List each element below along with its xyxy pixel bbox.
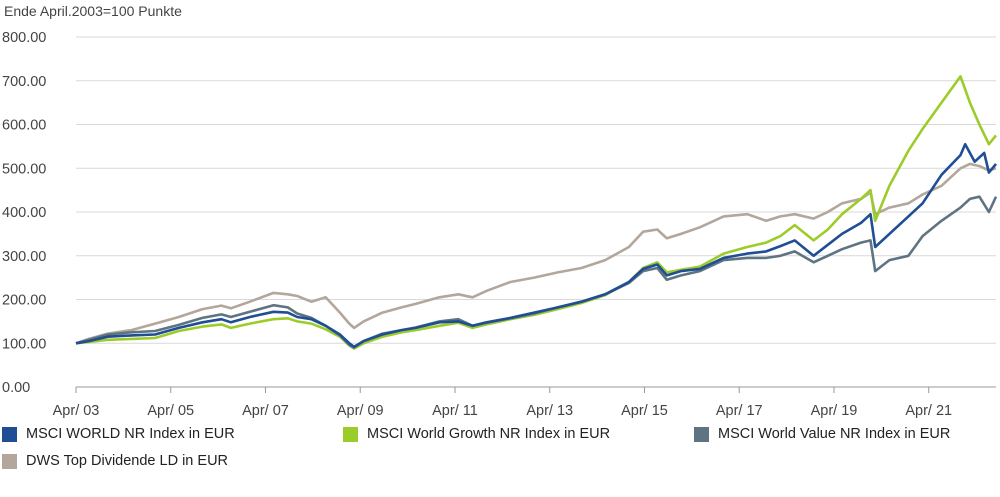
x-tick-label: Apr/ 15 <box>621 403 668 419</box>
y-axis-tick-labels: 0.00 100.00 200.00 300.00 400.00 500.00 600.00… <box>2 30 46 396</box>
y-tick-label: 600.00 <box>2 118 46 134</box>
legend-label-msci-world-growth: MSCI World Growth NR Index in EUR <box>367 426 611 442</box>
x-tick-label: Apr/ 17 <box>716 403 763 419</box>
legend-label-msci-world: MSCI WORLD NR Index in EUR <box>26 426 235 442</box>
x-tick-label: Apr/ 19 <box>811 403 858 419</box>
y-tick-label: 500.00 <box>2 161 46 177</box>
x-tick-label: Apr/ 21 <box>905 403 952 419</box>
y-tick-label: 300.00 <box>2 249 46 265</box>
y-tick-label: 100.00 <box>2 336 46 352</box>
x-tick-label: Apr/ 13 <box>526 403 573 419</box>
series-lines <box>75 75 998 350</box>
y-tick-label: 400.00 <box>2 205 46 221</box>
legend-swatch-msci-world-value <box>694 426 709 442</box>
grid-lines <box>76 36 996 344</box>
legend-swatch-msci-world-growth <box>343 426 358 442</box>
legend-swatch-dws-top-dividende <box>2 453 17 469</box>
legend-item-dws-top-dividende: DWS Top Dividende LD in EUR <box>2 453 228 469</box>
x-axis: Apr/ 03 Apr/ 05 Apr/ 07 Apr/ 09 Apr/ 11 Apr/ … <box>53 386 996 419</box>
series-line-0 <box>75 142 998 349</box>
y-tick-label: 800.00 <box>2 30 46 46</box>
legend-item-msci-world-growth: MSCI World Growth NR Index in EUR <box>343 426 610 442</box>
legend-label-dws-top-dividende: DWS Top Dividende LD in EUR <box>26 453 229 469</box>
legend-swatch-msci-world <box>2 426 17 442</box>
y-tick-label: 200.00 <box>2 293 46 309</box>
legend-item-msci-world: MSCI WORLD NR Index in EUR <box>2 426 235 442</box>
legend-label-msci-world-value: MSCI World Value NR Index in EUR <box>718 426 951 442</box>
x-tick-label: Apr/ 09 <box>337 403 384 419</box>
y-axis-unit-label: Ende April.2003=100 Punkte <box>4 3 182 19</box>
legend-item-msci-world-value: MSCI World Value NR Index in EUR <box>694 426 950 442</box>
x-tick-label: Apr/ 07 <box>242 403 289 419</box>
y-tick-label: 700.00 <box>2 74 46 90</box>
line-chart: 0.00 100.00 200.00 300.00 400.00 500.00 600.00… <box>2 30 998 419</box>
x-tick-label: Apr/ 11 <box>432 403 478 419</box>
x-tick-label: Apr/ 03 <box>53 403 100 419</box>
legend: MSCI WORLD NR Index in EUR MSCI World Gr… <box>0 422 1000 497</box>
y-tick-label: 0.00 <box>2 380 30 396</box>
series-line-1 <box>75 75 998 350</box>
x-tick-label: Apr/ 05 <box>147 403 194 419</box>
